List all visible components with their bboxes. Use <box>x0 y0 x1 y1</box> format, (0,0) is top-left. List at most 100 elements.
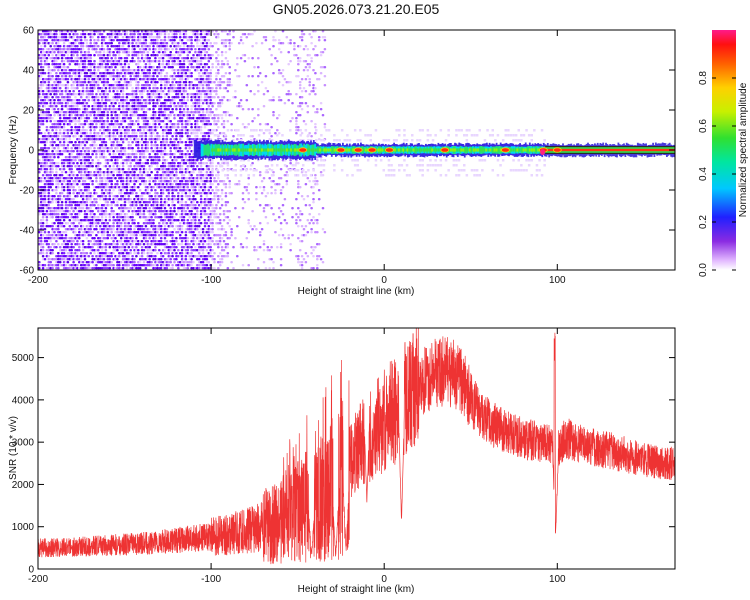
chart-title: GN05.2026.073.21.20.E05 <box>272 1 440 17</box>
heatmap-cell <box>104 141 108 144</box>
heatmap-cell <box>156 252 159 255</box>
heatmap-cell <box>163 39 167 42</box>
heatmap-cell <box>81 231 85 234</box>
heatmap-cell <box>55 165 58 168</box>
heatmap-cell <box>58 225 62 228</box>
heatmap-cell <box>66 84 70 87</box>
heatmap-cell <box>38 102 41 105</box>
heatmap-cell <box>51 207 54 210</box>
heatmap-cell <box>68 225 72 228</box>
heatmap-cell <box>138 39 142 42</box>
heatmap-cell <box>68 258 72 261</box>
heatmap-cell <box>39 36 43 39</box>
heatmap-cell <box>74 132 77 135</box>
heatmap-cell <box>72 186 75 189</box>
heatmap-cell <box>51 234 54 237</box>
heatmap-cell <box>190 81 193 84</box>
heatmap-cell <box>97 258 100 261</box>
heatmap-cell <box>131 255 134 258</box>
heatmap-cell <box>137 186 140 189</box>
heatmap-cell <box>165 201 169 204</box>
heatmap-cell <box>85 186 89 189</box>
heatmap-cell <box>51 171 54 174</box>
heatmap-cell <box>76 126 79 129</box>
heatmap-cell <box>171 183 174 186</box>
heatmap-cell <box>76 45 79 48</box>
heatmap-cell <box>83 162 87 165</box>
heatmap-cell <box>43 168 47 171</box>
heatmap-cell <box>178 222 182 225</box>
heatmap-cell <box>169 105 172 108</box>
heatmap-cell <box>98 102 102 105</box>
heatmap-cell <box>93 117 96 120</box>
heatmap-cell <box>57 57 60 60</box>
heatmap-cell <box>140 144 144 147</box>
heatmap-cell <box>58 48 62 51</box>
heatmap-cell <box>64 114 68 117</box>
heatmap-cell <box>55 102 58 105</box>
heatmap-cell <box>68 120 72 123</box>
heatmap-cell <box>49 258 52 261</box>
heatmap-cell <box>156 231 159 234</box>
heatmap-cell <box>74 87 77 90</box>
heatmap-cell <box>64 156 68 159</box>
heatmap-cell <box>38 141 41 144</box>
heatmap-cell <box>85 117 89 120</box>
heatmap-cell <box>119 237 123 240</box>
heatmap-cell <box>70 165 73 168</box>
heatmap-cell <box>85 192 89 195</box>
heatmap-cell <box>74 39 77 42</box>
heatmap-cell <box>45 84 49 87</box>
heatmap-cell <box>98 57 102 60</box>
heatmap-cell <box>58 144 62 147</box>
heatmap-cell <box>108 267 112 270</box>
heatmap-cell <box>70 117 73 120</box>
heatmap-cell <box>41 147 45 150</box>
heatmap-cell <box>66 96 70 99</box>
heatmap-cell <box>62 36 66 39</box>
heatmap-cell <box>100 180 104 183</box>
heatmap-cell <box>68 198 72 201</box>
heatmap-cell <box>53 108 56 111</box>
heatmap-cell <box>49 246 52 249</box>
heatmap-cell <box>68 249 72 252</box>
heatmap-cell <box>49 57 52 60</box>
heatmap-cell <box>97 90 100 93</box>
heatmap-cell <box>154 210 157 213</box>
heatmap-cell <box>156 165 159 168</box>
heatmap-cell <box>45 216 49 219</box>
heatmap-cell <box>97 204 100 207</box>
heatmap-cell <box>98 123 102 126</box>
heatmap-cell <box>87 147 91 150</box>
heatmap-cell <box>81 252 85 255</box>
heatmap-cell <box>47 165 51 168</box>
heatmap-cell <box>43 183 47 186</box>
heatmap-cell <box>93 192 96 195</box>
heatmap-cell <box>60 66 64 69</box>
heatmap-cell <box>81 267 85 270</box>
heatmap-cell <box>58 54 62 57</box>
heatmap-cell <box>186 186 190 189</box>
heatmap-cell <box>62 84 66 87</box>
heatmap-cell <box>72 54 75 57</box>
heatmap-cell <box>47 33 51 36</box>
heatmap-cell <box>186 54 190 57</box>
heatmap-cell <box>57 135 60 138</box>
heatmap-cell <box>89 81 92 84</box>
heatmap-cell <box>53 102 56 105</box>
heatmap-cell <box>81 156 85 159</box>
heatmap-cell <box>163 249 167 252</box>
heatmap-cell <box>47 108 51 111</box>
heatmap-cell <box>66 252 70 255</box>
heatmap-cell <box>70 114 73 117</box>
heatmap-cell <box>173 54 176 57</box>
heatmap-cell <box>112 51 115 54</box>
heatmap-cell <box>85 120 89 123</box>
heatmap-cell <box>39 123 43 126</box>
heatmap-cell <box>55 246 58 249</box>
heatmap-cell <box>53 177 56 180</box>
heatmap-cell <box>70 237 73 240</box>
heatmap-cell <box>87 231 91 234</box>
heatmap-cell <box>68 114 72 117</box>
heatmap-cell <box>38 90 41 93</box>
